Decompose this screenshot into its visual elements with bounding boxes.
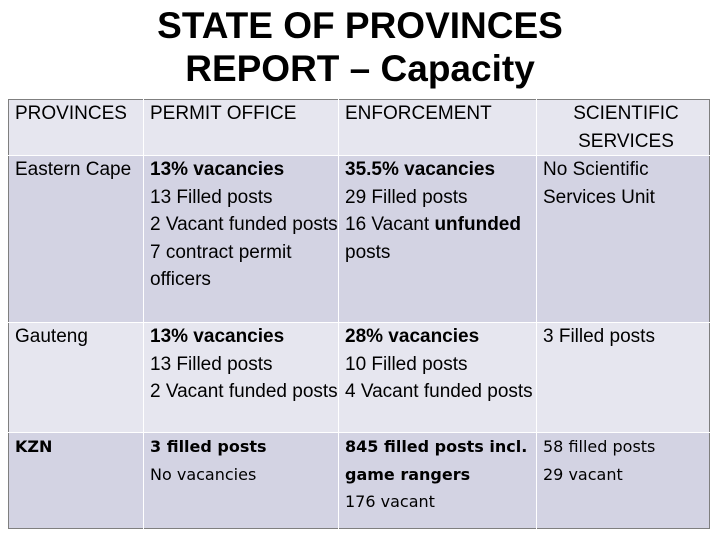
table-row: Eastern Cape 13% vacancies 13 Filled pos… bbox=[8, 155, 710, 323]
table-row: KZN 3 filled posts No vacancies 845 fill… bbox=[8, 432, 710, 529]
unfunded-emphasis: unfunded bbox=[434, 214, 521, 235]
province-cell: Eastern Cape bbox=[8, 155, 144, 323]
title-line-1: STATE OF PROVINCES bbox=[157, 5, 563, 46]
capacity-table: PROVINCES PERMIT OFFICE ENFORCEMENT SCIE… bbox=[8, 99, 710, 529]
province-cell: KZN bbox=[8, 432, 144, 529]
enforcement-cell: 845 filled posts incl. game rangers 176 … bbox=[338, 432, 537, 529]
permit-office-cell: 13% vacancies 13 Filled posts 2 Vacant f… bbox=[143, 155, 339, 323]
header-permit-office: PERMIT OFFICE bbox=[143, 99, 339, 156]
header-enforcement: ENFORCEMENT bbox=[338, 99, 537, 156]
header-scientific-services: SCIENTIFIC SERVICES bbox=[536, 99, 710, 156]
permit-office-cell: 13% vacancies 13 Filled posts 2 Vacant f… bbox=[143, 322, 339, 433]
permit-office-cell: 3 filled posts No vacancies bbox=[143, 432, 339, 529]
table-header-row: PROVINCES PERMIT OFFICE ENFORCEMENT SCIE… bbox=[8, 99, 710, 156]
scientific-cell: 58 filled posts 29 vacant bbox=[536, 432, 710, 529]
scientific-cell: No Scientific Services Unit bbox=[536, 155, 710, 323]
scientific-cell: 3 Filled posts bbox=[536, 322, 710, 433]
slide-title: STATE OF PROVINCES REPORT – Capacity bbox=[0, 4, 720, 90]
enforcement-cell: 28% vacancies 10 Filled posts 4 Vacant f… bbox=[338, 322, 537, 433]
province-cell: Gauteng bbox=[8, 322, 144, 433]
enforcement-cell: 35.5% vacancies 29 Filled posts 16 Vacan… bbox=[338, 155, 537, 323]
table-row: Gauteng 13% vacancies 13 Filled posts 2 … bbox=[8, 322, 710, 433]
header-provinces: PROVINCES bbox=[8, 99, 144, 156]
title-line-2: REPORT – Capacity bbox=[185, 48, 535, 89]
